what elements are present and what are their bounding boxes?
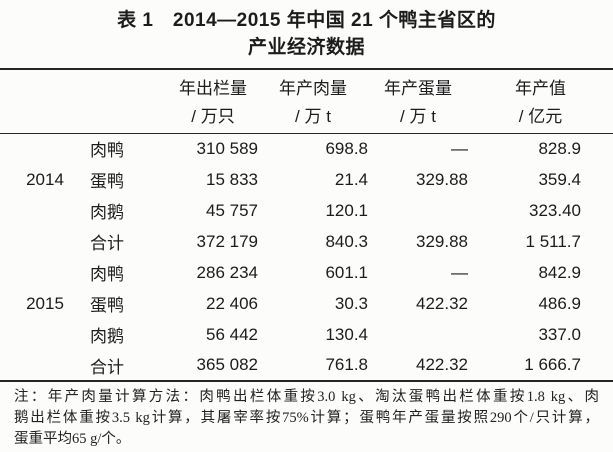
table-cell: 828.9 bbox=[538, 138, 581, 158]
header-row: 年出栏量 / 万只 年产肉量 / 万 t 年产蛋量 / 万 t 年产值 / 亿元 bbox=[0, 69, 613, 134]
table-cell: 761.8 bbox=[325, 355, 368, 374]
col-header-label: 年产值 bbox=[515, 79, 566, 98]
table-cell bbox=[368, 195, 468, 226]
table-cell: 372 179 bbox=[196, 231, 258, 251]
col-header-label: 年产肉量 bbox=[279, 79, 347, 98]
table-cell: 698.8 bbox=[325, 138, 368, 158]
table-cell: 45 757 bbox=[206, 200, 258, 220]
header-category-spacer bbox=[90, 69, 168, 134]
table-cell: 601.1 bbox=[325, 262, 368, 282]
table-cell: 359.4 bbox=[538, 169, 581, 189]
table-cell: 365 082 bbox=[196, 355, 258, 374]
col-header-label: 年产蛋量 bbox=[384, 79, 452, 98]
year-label: 2015 bbox=[26, 293, 64, 313]
table-cell: 15 833 bbox=[206, 169, 258, 189]
col-header-unit: / 万只 bbox=[191, 107, 235, 126]
table-cell: 422.32 bbox=[416, 293, 468, 313]
footnote-line-1: 注：年产肉量计算方法：肉鸭出栏体重按3.0 kg、淘汰蛋鸭出栏体重按1.8 kg… bbox=[14, 389, 599, 405]
table-caption-line2: 产业经济数据 bbox=[247, 37, 365, 58]
table-cell: 842.9 bbox=[538, 262, 581, 282]
table-caption: 表 1 2014—2015 年中国 21 个鸭主省区的 产业经济数据 bbox=[0, 0, 613, 61]
col-header-annual-output-value: 年产值 / 亿元 bbox=[468, 69, 613, 134]
table-cell: 486.9 bbox=[538, 293, 581, 313]
category-label: 肉鸭 bbox=[90, 265, 124, 284]
table-cell: 840.3 bbox=[325, 231, 368, 251]
table-row: 肉鹅 56 442 130.4 337.0 bbox=[0, 319, 613, 350]
category-label: 蛋鸭 bbox=[90, 296, 124, 315]
table-cell: — bbox=[451, 262, 468, 282]
table-row: 合计 372 179 840.3 329.88 1 511.7 bbox=[0, 226, 613, 257]
footnote-line-3: 蛋重平均65 g/个。 bbox=[14, 431, 131, 447]
table-row: 2015 蛋鸭 22 406 30.3 422.32 486.9 bbox=[0, 288, 613, 319]
col-header-annual-egg: 年产蛋量 / 万 t bbox=[368, 69, 468, 134]
table-row: 2014 蛋鸭 15 833 21.4 329.88 359.4 bbox=[0, 164, 613, 195]
header-year-spacer bbox=[0, 69, 90, 134]
category-label: 肉鸭 bbox=[90, 141, 124, 161]
table-row: 肉鹅 45 757 120.1 323.40 bbox=[0, 195, 613, 226]
col-header-annual-meat: 年产肉量 / 万 t bbox=[258, 69, 368, 134]
year-label bbox=[0, 257, 90, 288]
table-cell: 329.88 bbox=[416, 169, 468, 189]
year-label bbox=[0, 350, 90, 381]
col-header-annual-slaughter: 年出栏量 / 万只 bbox=[168, 69, 258, 134]
data-table: 年出栏量 / 万只 年产肉量 / 万 t 年产蛋量 / 万 t 年产值 / 亿元 bbox=[0, 68, 613, 382]
col-header-label: 年出栏量 bbox=[179, 79, 247, 98]
col-header-unit: / 万 t bbox=[295, 107, 331, 126]
table-cell: 30.3 bbox=[334, 293, 368, 313]
table-row: 肉鸭 310 589 698.8 — 828.9 bbox=[0, 133, 613, 164]
category-label: 肉鹅 bbox=[90, 203, 124, 222]
col-header-unit: / 亿元 bbox=[518, 107, 563, 126]
category-label: 肉鹅 bbox=[90, 327, 124, 346]
table-cell: 130.4 bbox=[325, 324, 368, 344]
table-row: 肉鸭 286 234 601.1 — 842.9 bbox=[0, 257, 613, 288]
table-cell: 337.0 bbox=[538, 324, 581, 344]
table-cell: 329.88 bbox=[416, 231, 468, 251]
table-cell: 21.4 bbox=[334, 169, 368, 189]
year-label bbox=[0, 319, 90, 350]
year-label bbox=[0, 133, 90, 164]
table-cell: 22 406 bbox=[206, 293, 258, 313]
table-cell: 310 589 bbox=[196, 138, 258, 158]
footnote: 注：年产肉量计算方法：肉鸭出栏体重按3.0 kg、淘汰蛋鸭出栏体重按1.8 kg… bbox=[0, 387, 613, 450]
table-cell: 1 666.7 bbox=[524, 355, 581, 374]
category-label: 合计 bbox=[90, 234, 124, 253]
year-label bbox=[0, 226, 90, 257]
table-caption-line1: 表 1 2014—2015 年中国 21 个鸭主省区的 bbox=[117, 10, 496, 31]
table-cell: 286 234 bbox=[196, 262, 258, 282]
col-header-unit: / 万 t bbox=[400, 107, 436, 126]
table-cell: 1 511.7 bbox=[525, 231, 581, 251]
table-cell: — bbox=[451, 138, 468, 158]
year-label bbox=[0, 195, 90, 226]
table-cell: 120.1 bbox=[325, 200, 368, 220]
table-row: 合计 365 082 761.8 422.32 1 666.7 bbox=[0, 350, 613, 381]
table-cell: 422.32 bbox=[416, 355, 468, 374]
footnote-line-2: 鹅出栏体重按3.5 kg计算，其屠宰率按75%计算；蛋鸭年产蛋量按照290个/只… bbox=[14, 410, 599, 426]
table-cell: 323.40 bbox=[529, 200, 581, 220]
table-cell bbox=[368, 319, 468, 350]
table-cell: 56 442 bbox=[206, 324, 258, 344]
year-label: 2014 bbox=[26, 169, 64, 189]
category-label: 蛋鸭 bbox=[90, 172, 124, 191]
category-label: 合计 bbox=[90, 357, 124, 377]
